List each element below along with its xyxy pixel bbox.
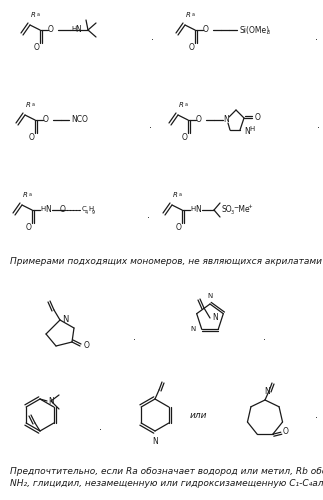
Text: O: O: [182, 132, 188, 141]
Text: N: N: [207, 293, 213, 299]
Text: ·: ·: [99, 425, 101, 435]
Text: 4: 4: [85, 210, 88, 214]
Text: a: a: [179, 192, 182, 197]
Text: ·: ·: [133, 335, 137, 345]
Text: H: H: [40, 206, 46, 212]
Text: 3: 3: [231, 210, 234, 216]
Text: NH₂, глицидил, незамещенную или гидроксизамещенную C₁-C₄алкоксигруппу,: NH₂, глицидил, незамещенную или гидрокси…: [10, 478, 323, 488]
Text: N: N: [48, 396, 54, 406]
Text: Примерами подходящих мономеров, не являющихся акрилатами являются: Примерами подходящих мономеров, не являю…: [10, 258, 323, 266]
Text: +: +: [247, 204, 252, 208]
Text: a: a: [184, 102, 187, 107]
Text: N: N: [191, 326, 196, 332]
Text: O: O: [29, 132, 35, 141]
Text: a: a: [36, 12, 39, 17]
Text: Me: Me: [236, 206, 250, 214]
Text: O: O: [60, 206, 66, 214]
Text: R: R: [185, 12, 191, 18]
Text: N: N: [212, 314, 218, 322]
Text: O: O: [176, 222, 182, 232]
Text: N: N: [62, 314, 68, 324]
Text: O: O: [43, 116, 49, 124]
Text: R: R: [179, 102, 183, 108]
Text: 3: 3: [267, 30, 270, 35]
Text: a: a: [28, 192, 32, 197]
Text: O: O: [84, 342, 90, 350]
Text: N: N: [75, 26, 81, 35]
Text: N: N: [152, 437, 158, 446]
Text: O: O: [48, 26, 54, 35]
Text: N: N: [195, 206, 201, 214]
Text: a: a: [32, 102, 35, 107]
Text: R: R: [172, 192, 177, 198]
Text: H: H: [88, 206, 93, 212]
Text: ·: ·: [149, 123, 151, 133]
Text: H: H: [190, 206, 196, 212]
Text: N: N: [244, 126, 250, 136]
Text: H: H: [71, 26, 77, 32]
Text: R: R: [26, 102, 30, 108]
Text: N: N: [45, 206, 51, 214]
Text: или: или: [189, 410, 207, 420]
Text: 9: 9: [92, 210, 95, 214]
Text: Si(OMe): Si(OMe): [239, 26, 269, 35]
Text: O: O: [26, 222, 32, 232]
Text: NCO: NCO: [71, 116, 88, 124]
Text: ·: ·: [315, 413, 318, 423]
Text: O: O: [196, 116, 202, 124]
Text: ·: ·: [147, 213, 150, 223]
Text: N: N: [223, 116, 229, 124]
Text: O: O: [283, 426, 289, 436]
Text: ·: ·: [264, 335, 266, 345]
Text: R: R: [23, 192, 27, 198]
Text: ·: ·: [151, 35, 153, 45]
Text: O: O: [255, 112, 261, 122]
Text: −: −: [233, 204, 238, 210]
Text: O: O: [189, 42, 195, 51]
Text: R: R: [31, 12, 36, 18]
Text: O: O: [34, 42, 40, 51]
Text: O: O: [203, 26, 209, 35]
Text: C: C: [82, 206, 87, 212]
Text: ·: ·: [317, 123, 319, 133]
Text: N: N: [264, 387, 270, 396]
Text: H: H: [249, 126, 254, 132]
Text: Предпочтительно, если Ra обозначает водород или метил, Rb обозначает: Предпочтительно, если Ra обозначает водо…: [10, 468, 323, 476]
Text: SO: SO: [222, 206, 233, 214]
Text: ·: ·: [315, 35, 318, 45]
Text: a: a: [192, 12, 194, 17]
